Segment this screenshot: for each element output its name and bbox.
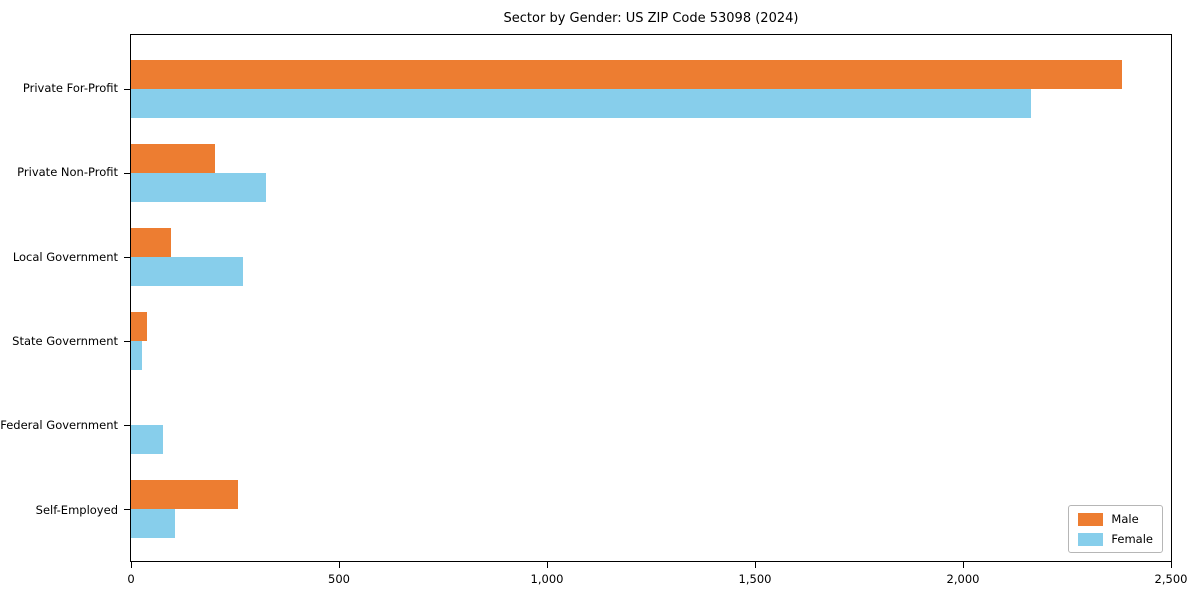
x-tick-label-2-500: 2,500 (1154, 572, 1188, 586)
bar-male-private-for-profit (131, 60, 1123, 89)
legend-entry-male: Male (1078, 512, 1153, 526)
x-tick-mark-0 (130, 562, 132, 568)
bar-female-private-for-profit (131, 89, 1032, 118)
x-tick-mark-2-000 (962, 562, 964, 568)
chart-title: Sector by Gender: US ZIP Code 53098 (202… (503, 11, 799, 26)
category-group-federal-government (131, 383, 1171, 467)
y-tick-label-private-non-profit: Private Non-Profit (17, 165, 118, 180)
bar-male-self-employed (131, 480, 238, 509)
bar-male-private-non-profit (131, 144, 216, 173)
bar-male-state-government (131, 312, 147, 341)
bar-female-local-government (131, 257, 243, 286)
y-tick-mark-local-government (124, 257, 130, 258)
bar-female-federal-government (131, 425, 164, 454)
x-tick-label-0: 0 (127, 572, 135, 586)
plot-area: Male Female 0 500 1,000 1,500 2,000 2,500 (124, 34, 1187, 586)
legend-label-male: Male (1111, 512, 1139, 526)
legend: Male Female (1068, 505, 1163, 553)
y-axis-labels: Private For-Profit Private Non-Profit Loca… (0, 34, 130, 562)
y-tick-label-state-government: State Government (12, 334, 118, 349)
x-tick-mark-2-500 (1170, 562, 1172, 568)
y-tick-mark-state-government (124, 341, 130, 342)
legend-entry-female: Female (1078, 532, 1153, 546)
y-tick-label-federal-government: Federal Government (0, 418, 118, 433)
category-group-local-government (131, 215, 1171, 299)
y-tick-mark-private-for-profit (124, 89, 130, 90)
bar-female-state-government (131, 341, 142, 370)
legend-swatch-female (1078, 532, 1104, 546)
y-tick-label-private-for-profit: Private For-Profit (22, 81, 118, 96)
x-tick-label-2-000: 2,000 (946, 572, 980, 586)
legend-label-female: Female (1111, 532, 1153, 546)
y-tick-label-self-employed: Self-Employed (35, 502, 118, 517)
bar-female-self-employed (131, 509, 176, 538)
bar-rows (131, 35, 1171, 561)
bar-female-private-non-profit (131, 173, 266, 202)
x-tick-label-500: 500 (328, 572, 350, 586)
category-group-private-non-profit (131, 131, 1171, 215)
y-tick-label-local-government: Local Government (12, 249, 118, 264)
category-group-state-government (131, 299, 1171, 383)
x-tick-mark-500 (338, 562, 340, 568)
x-tick-mark-1-000 (546, 562, 548, 568)
y-tick-mark-federal-government (124, 425, 130, 426)
y-tick-mark-self-employed (124, 509, 130, 510)
bar-male-local-government (131, 228, 171, 257)
x-tick-label-1-500: 1,500 (738, 572, 772, 586)
category-group-self-employed (131, 467, 1171, 551)
y-tick-mark-private-non-profit (124, 173, 130, 174)
category-group-private-for-profit (131, 47, 1171, 131)
legend-swatch-male (1078, 512, 1104, 526)
x-tick-mark-1-500 (754, 562, 756, 568)
x-tick-label-1-000: 1,000 (530, 572, 564, 586)
